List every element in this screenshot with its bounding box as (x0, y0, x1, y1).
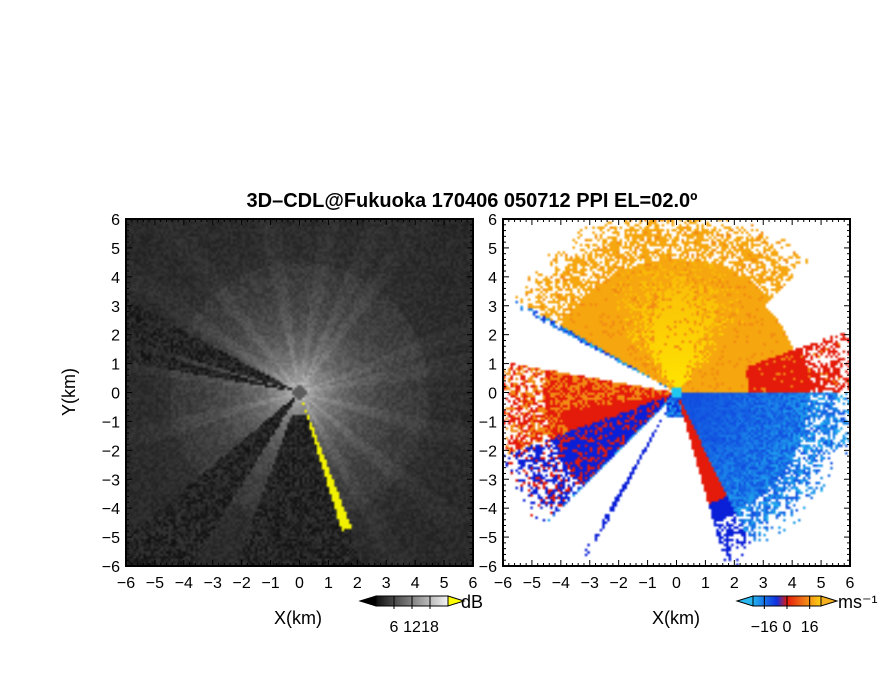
y-tick-label: −1 (102, 414, 120, 431)
reflectivity-y-axis-label: Y(km) (59, 368, 79, 416)
y-tick-label: −2 (102, 443, 120, 460)
y-tick-label: −5 (479, 530, 497, 547)
reflectivity-colorbar-unit: dB (461, 592, 483, 612)
colorbar-tick-label: 0 (783, 619, 792, 636)
x-tick-label: −2 (610, 575, 628, 592)
x-tick-label: 1 (324, 575, 333, 592)
x-tick-label: 0 (295, 575, 304, 592)
x-tick-label: −4 (552, 575, 570, 592)
y-tick-label: 0 (111, 386, 120, 403)
velocity-colorbar: −16 0 16 ms⁻¹ (735, 592, 878, 636)
y-tick-label: −2 (479, 443, 497, 460)
y-tick-label: 5 (488, 241, 497, 258)
y-tick-label: 2 (488, 328, 497, 345)
x-tick-label: 3 (382, 575, 391, 592)
x-tick-label: −5 (523, 575, 541, 592)
y-tick-label: −3 (479, 472, 497, 489)
x-tick-label: −6 (494, 575, 512, 592)
y-tick-label: −4 (102, 501, 120, 518)
x-tick-label: 3 (759, 575, 768, 592)
y-tick-label: 6 (111, 212, 120, 229)
x-tick-label: 5 (817, 575, 826, 592)
x-tick-label: −3 (204, 575, 222, 592)
y-tick-label: 4 (111, 270, 120, 287)
x-tick-label: −5 (146, 575, 164, 592)
y-tick-label: −5 (102, 530, 120, 547)
reflectivity-axis-ticks: −6 −5 −4 −3 −2 −1 0 1 2 3 4 5 6 6 5 4 3 2 1 0 −1 −2 −3 −4 −5 −6 (102, 212, 478, 592)
reflectivity-field (126, 219, 473, 566)
y-tick-label: −6 (479, 559, 497, 576)
colorbar-tick-label: 16 (801, 619, 819, 636)
x-tick-label: −1 (261, 575, 279, 592)
y-tick-label: 1 (488, 357, 497, 374)
y-tick-label: 5 (111, 241, 120, 258)
y-tick-label: 3 (111, 299, 120, 316)
x-tick-label: 4 (788, 575, 797, 592)
velocity-panel: −6 −5 −4 −3 −2 −1 0 1 2 3 4 5 6 6 5 4 3 2 1 0 −1 −2 −3 −4 −5 −6 X… (479, 212, 878, 636)
x-tick-label: 2 (353, 575, 362, 592)
velocity-axis-ticks: −6 −5 −4 −3 −2 −1 0 1 2 3 4 5 6 6 5 4 3 2 1 0 −1 −2 −3 −4 −5 −6 (479, 212, 855, 592)
colorbar-tick-label: 18 (421, 619, 439, 636)
y-tick-label: 2 (111, 328, 120, 345)
velocity-field (503, 219, 850, 566)
y-tick-label: −3 (102, 472, 120, 489)
x-tick-label: 2 (730, 575, 739, 592)
figure-title: 3D–CDL@Fukuoka 170406 050712 PPI EL=02.0… (247, 190, 698, 212)
x-tick-label: 4 (411, 575, 420, 592)
x-tick-label: 0 (672, 575, 681, 592)
velocity-colorbar-arrow-left (735, 595, 754, 607)
y-tick-label: 6 (488, 212, 497, 229)
y-tick-label: −1 (479, 414, 497, 431)
x-tick-label: −4 (175, 575, 193, 592)
reflectivity-colorbar-arrow-left (358, 595, 377, 607)
y-tick-label: 4 (488, 270, 497, 287)
reflectivity-x-axis-label: X(km) (274, 608, 322, 628)
x-tick-label: 6 (469, 575, 478, 592)
y-tick-label: 1 (111, 357, 120, 374)
y-tick-label: −6 (102, 559, 120, 576)
velocity-colorbar-unit: ms⁻¹ (838, 592, 878, 612)
colorbar-tick-label: −16 (751, 619, 778, 636)
y-tick-label: −4 (479, 501, 497, 518)
velocity-colorbar-arrow-right (820, 595, 839, 607)
y-tick-label: 0 (488, 386, 497, 403)
x-tick-label: 5 (440, 575, 449, 592)
reflectivity-colorbar: 6 12 18 dB (358, 592, 483, 636)
x-tick-label: −2 (233, 575, 251, 592)
x-tick-label: −1 (638, 575, 656, 592)
y-tick-label: 3 (488, 299, 497, 316)
x-tick-label: −3 (581, 575, 599, 592)
colorbar-tick-label: 6 (390, 619, 399, 636)
x-tick-label: 1 (701, 575, 710, 592)
x-tick-label: 6 (846, 575, 855, 592)
velocity-x-axis-label: X(km) (652, 608, 700, 628)
x-tick-label: −6 (117, 575, 135, 592)
colorbar-tick-label: 12 (403, 619, 421, 636)
